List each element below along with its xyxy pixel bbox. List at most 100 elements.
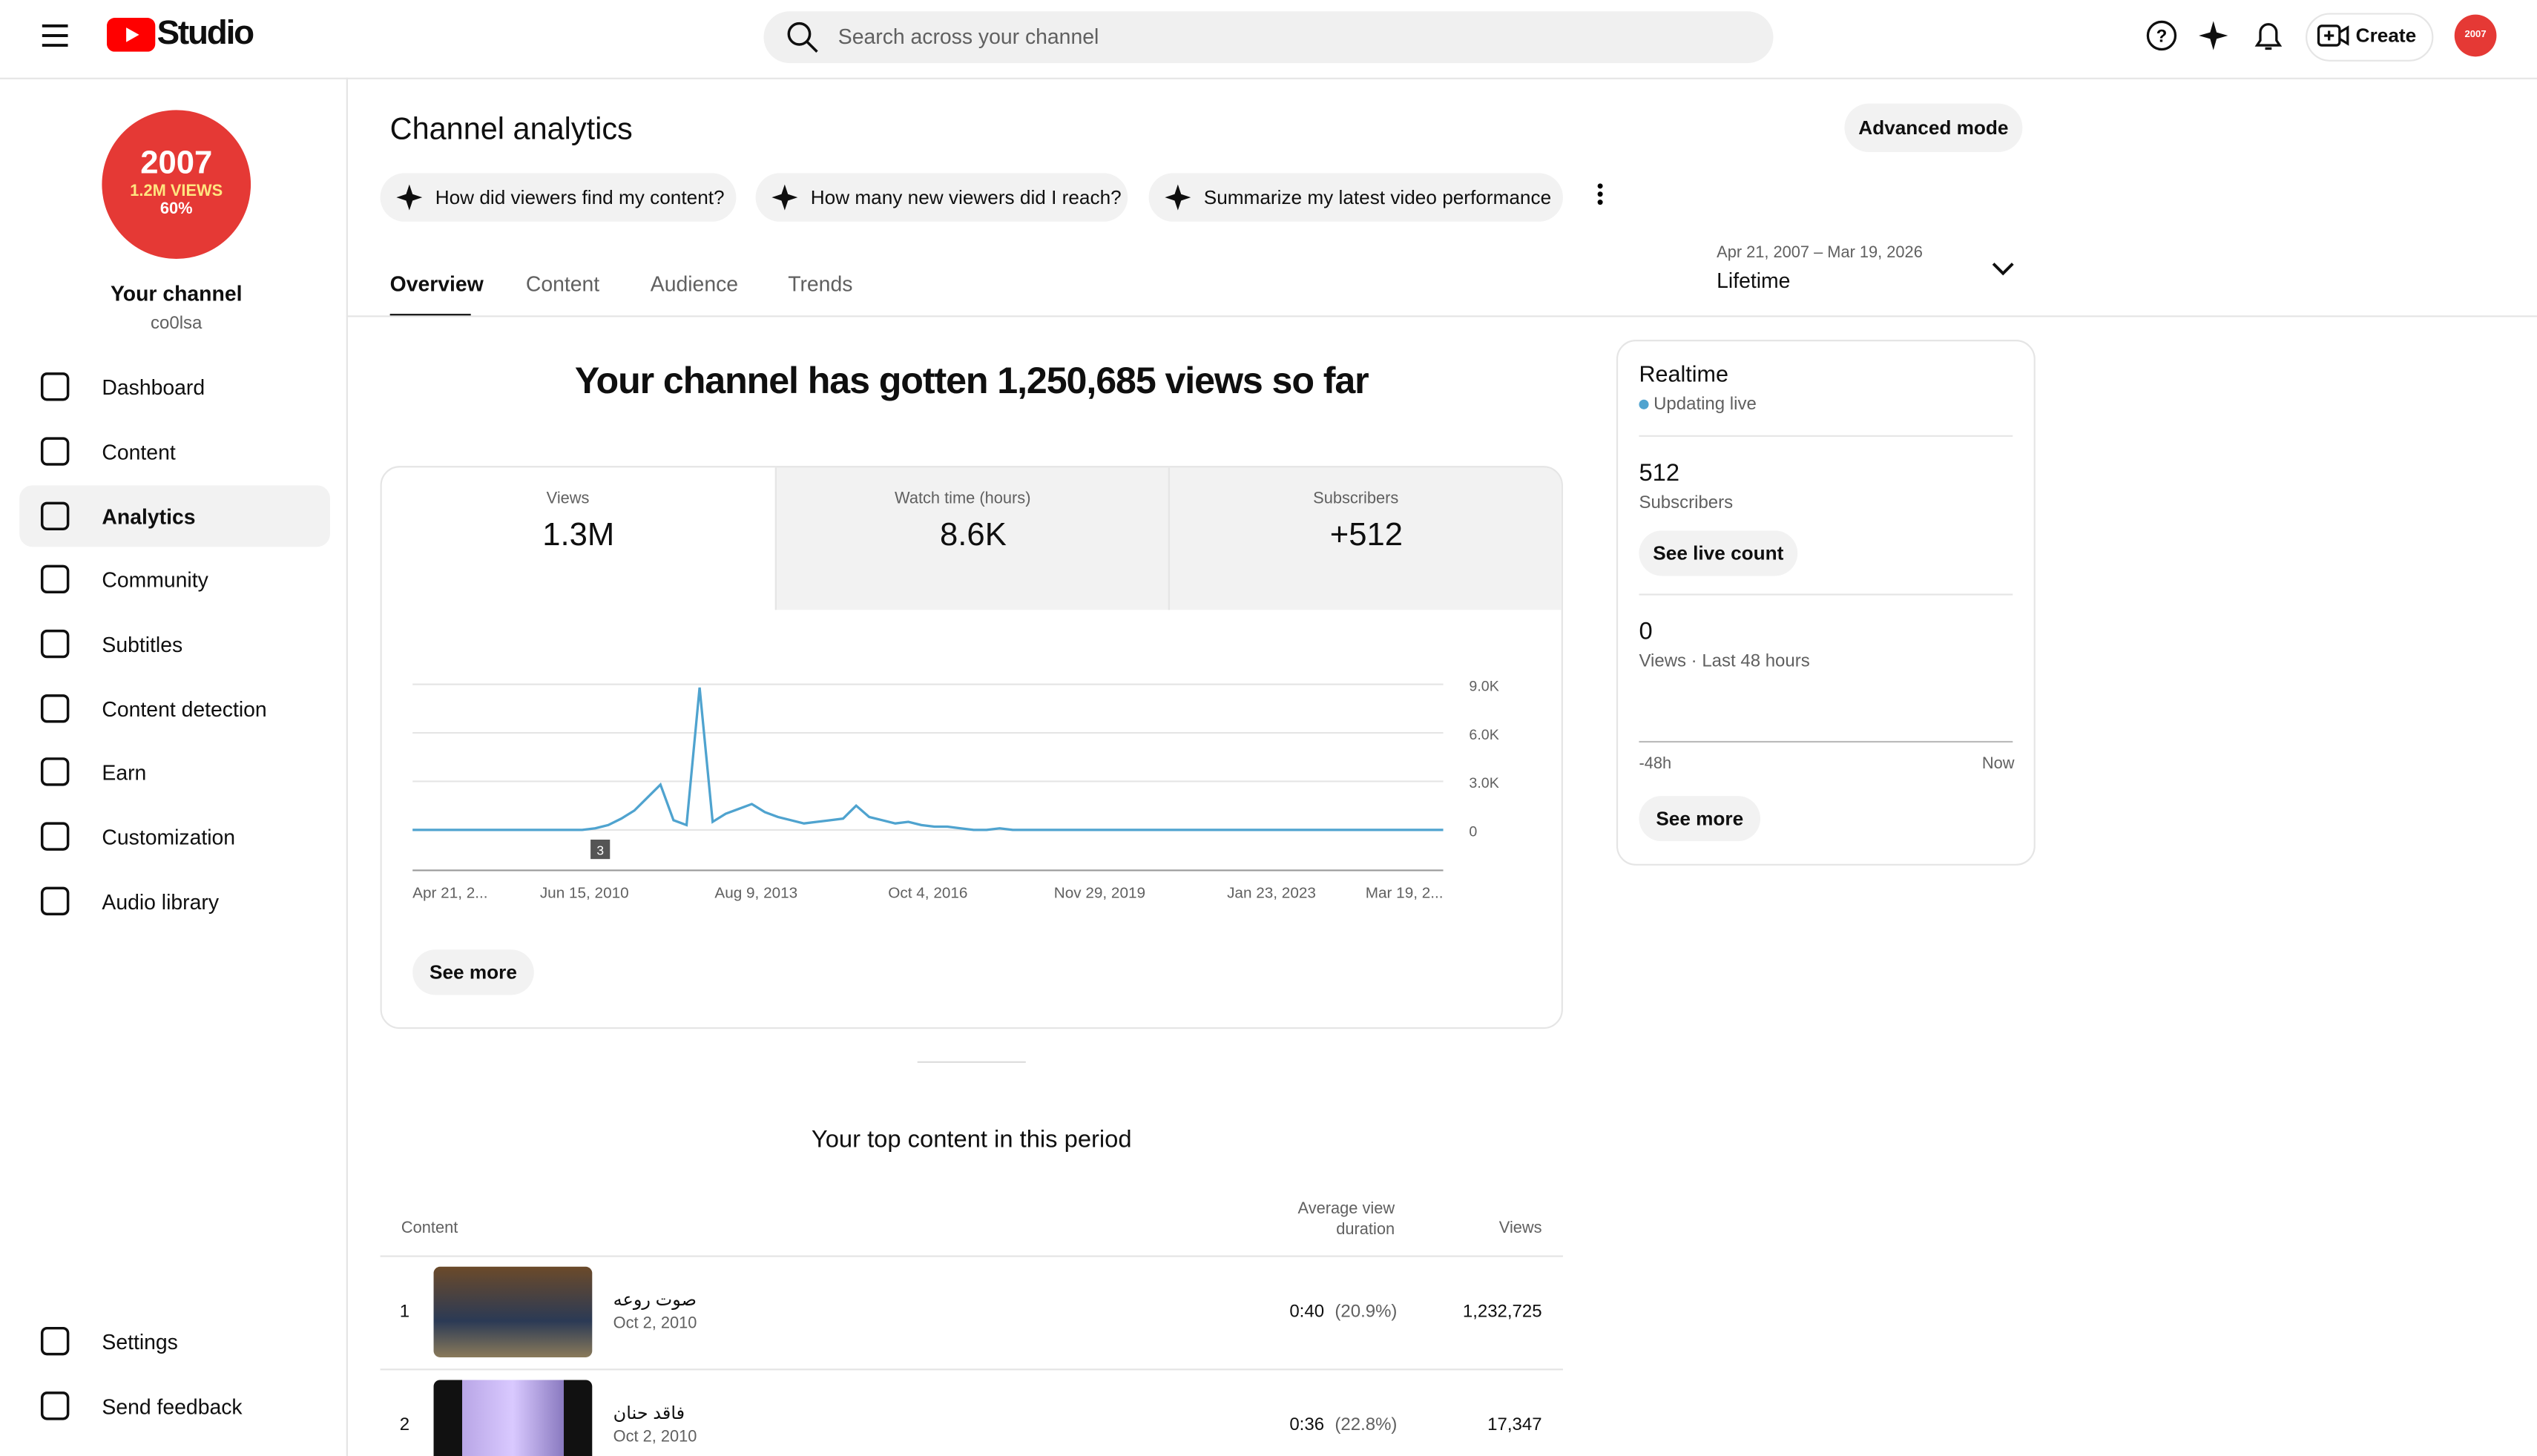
nav-icon bbox=[40, 629, 70, 659]
avg-pct: (22.8%) bbox=[1335, 1415, 1398, 1435]
views: 17,347 bbox=[1487, 1415, 1542, 1435]
nav-icon bbox=[40, 437, 70, 466]
views: 1,232,725 bbox=[1462, 1302, 1542, 1322]
see-more[interactable]: See more bbox=[412, 949, 534, 995]
nav-item[interactable]: Dashboard bbox=[19, 356, 330, 418]
tab[interactable]: Content bbox=[525, 271, 600, 297]
tab[interactable]: Trends bbox=[788, 271, 853, 297]
col-views: Views bbox=[1498, 1219, 1542, 1238]
prompt-chip[interactable]: How did viewers find my content? bbox=[380, 173, 737, 222]
x-tick-label: Mar 19, 2... bbox=[1366, 885, 1444, 902]
advanced-mode[interactable]: Advanced mode bbox=[1844, 103, 2023, 153]
realtime-card bbox=[1616, 340, 2036, 866]
video-date: Oct 2, 2010 bbox=[613, 1315, 697, 1334]
col-avg: Average view duration bbox=[1297, 1200, 1395, 1239]
nav-item[interactable]: Community bbox=[19, 548, 330, 610]
channel-badge[interactable]: 2007 1.2M VIEWS 60% bbox=[102, 110, 251, 259]
rt-divider bbox=[1639, 435, 2013, 437]
badge-year: 2007 bbox=[140, 145, 213, 182]
chart: 9.0K 6.0K 3.0K 0 Apr 21, 2... Jun 15, 2010 Aug… bbox=[412, 678, 1499, 902]
video-title: فاقد حنان bbox=[613, 1404, 685, 1424]
x-tick-label: Nov 29, 2019 bbox=[1054, 885, 1145, 902]
rank: 1 bbox=[399, 1302, 410, 1322]
x-tick-label: Oct 4, 2016 bbox=[888, 885, 967, 902]
nav-label: Content detection bbox=[102, 696, 267, 721]
nav-label: Customization bbox=[102, 824, 236, 849]
rt-views: 0 bbox=[1639, 618, 1653, 646]
chevron[interactable] bbox=[1992, 260, 2015, 277]
nav-item[interactable]: Analytics bbox=[19, 485, 330, 547]
nav-label: Audio library bbox=[102, 889, 220, 914]
nav-icon bbox=[40, 1391, 70, 1420]
badge-pct: 60% bbox=[159, 200, 193, 219]
tab[interactable]: Audience bbox=[650, 271, 739, 297]
logo-icon[interactable] bbox=[106, 17, 156, 52]
logo-text[interactable]: Studio bbox=[157, 14, 255, 52]
overview-card: Views 1.3M Watch time (hours) 8.6K Subscribe… bbox=[380, 466, 1563, 1030]
nav-label: Subtitles bbox=[102, 631, 183, 656]
search-box[interactable] bbox=[763, 11, 1774, 64]
metric-tab[interactable]: Subscribers +512 bbox=[1168, 467, 1562, 610]
see-live-count[interactable]: See live count bbox=[1639, 530, 1798, 576]
prompt-label: How did viewers find my content? bbox=[435, 185, 725, 209]
metric-value: +512 bbox=[1329, 517, 1404, 553]
nav-label: Settings bbox=[102, 1328, 178, 1354]
y-tick-label: 3.0K bbox=[1469, 775, 1498, 791]
rt-divider bbox=[1639, 593, 2013, 596]
date-range[interactable]: Apr 21, 2007 – Mar 19, 2026 bbox=[1717, 244, 1923, 263]
x-tick-label: Apr 21, 2... bbox=[412, 885, 487, 902]
annotation-marker bbox=[590, 839, 611, 860]
tab[interactable]: Overview bbox=[389, 271, 484, 297]
annotation-label: 3 bbox=[596, 843, 604, 858]
sidebar-border bbox=[346, 77, 348, 1456]
nav-label: Earn bbox=[102, 760, 147, 784]
rt-chart-line bbox=[1639, 740, 2013, 743]
nav-icon bbox=[40, 372, 70, 401]
nav-item[interactable]: Customization bbox=[19, 806, 330, 867]
nav-item[interactable]: Audio library bbox=[19, 870, 330, 932]
nav-icon bbox=[40, 501, 70, 530]
realtime-status: Updating live bbox=[1654, 395, 1757, 415]
nav-item[interactable]: Subtitles bbox=[19, 613, 330, 675]
y-tick-label: 9.0K bbox=[1469, 678, 1498, 694]
video-date: Oct 2, 2010 bbox=[613, 1428, 697, 1446]
badge-views: 1.2M VIEWS bbox=[130, 182, 223, 201]
rt-end: Now bbox=[1981, 755, 2015, 774]
x-tick-label: Aug 9, 2013 bbox=[714, 885, 797, 902]
live-dot bbox=[1639, 399, 1649, 409]
nav-item[interactable]: Earn bbox=[19, 741, 330, 803]
metric-tab[interactable]: Watch time (hours) 8.6K bbox=[774, 467, 1170, 610]
prompt-chip[interactable]: Summarize my latest video performance bbox=[1148, 173, 1563, 222]
spark-icon bbox=[1165, 184, 1191, 211]
nav-icon bbox=[40, 757, 70, 786]
row-border bbox=[380, 1368, 1563, 1371]
realtime-title: Realtime bbox=[1639, 360, 1728, 387]
nav-item[interactable]: Content detection bbox=[19, 678, 330, 739]
nav-icon bbox=[40, 1326, 70, 1356]
metric-tab[interactable]: Views 1.3M bbox=[382, 467, 775, 610]
video-title: صوت روعه bbox=[613, 1291, 697, 1311]
header-icons[interactable]: ? bbox=[2145, 19, 2288, 55]
x-tick-label: Jan 23, 2023 bbox=[1227, 885, 1316, 902]
period[interactable]: Lifetime bbox=[1717, 269, 1791, 293]
nav-label: Content bbox=[102, 439, 176, 464]
rt-subs: 512 bbox=[1639, 459, 1680, 487]
metric-value: 8.6K bbox=[940, 517, 1007, 553]
spark-icon bbox=[396, 184, 423, 211]
more-icon[interactable] bbox=[1596, 181, 1605, 207]
channel-handle: co0lsa bbox=[151, 314, 203, 334]
rt-see-more[interactable]: See more bbox=[1639, 796, 1761, 842]
metric-value: 1.3M bbox=[542, 517, 615, 553]
rank: 2 bbox=[399, 1415, 410, 1435]
nav-icon bbox=[40, 694, 70, 723]
nav-item[interactable]: Send feedback bbox=[19, 1375, 330, 1437]
create-button[interactable] bbox=[2306, 13, 2434, 62]
nav-label: Dashboard bbox=[102, 374, 205, 399]
nav-item[interactable]: Settings bbox=[19, 1311, 330, 1372]
menu-icon[interactable] bbox=[42, 24, 68, 47]
nav-item[interactable]: Content bbox=[19, 421, 330, 482]
avatar[interactable]: 2007 bbox=[2454, 14, 2497, 57]
prompt-chip[interactable]: How many new viewers did I reach? bbox=[755, 173, 1128, 222]
